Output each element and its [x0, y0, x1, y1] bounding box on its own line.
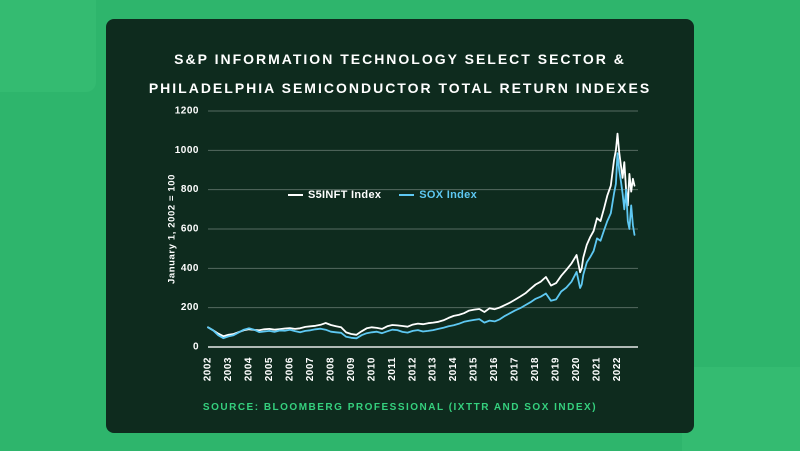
background-decor-bottom-right [682, 367, 800, 451]
x-tick-label: 2013 [428, 357, 439, 381]
x-tick-label: 2018 [530, 357, 541, 381]
legend-item-sox: SOX Index [399, 189, 477, 201]
x-tick-label: 2009 [346, 357, 357, 381]
y-tick-label: 1000 [175, 144, 199, 155]
x-tick-label: 2011 [387, 357, 398, 381]
x-tick-label: 2007 [305, 357, 316, 381]
s5inft-line-swatch-icon [288, 193, 303, 196]
x-tick-label: 2010 [366, 357, 377, 381]
x-tick-label: 2020 [571, 357, 582, 381]
legend-item-s5inft: S5INFT Index [288, 189, 381, 201]
x-tick-label: 2016 [489, 357, 500, 381]
y-axis-label: January 1, 2002 = 100 [167, 173, 178, 283]
x-tick-label: 2017 [510, 357, 521, 381]
series-line-sox-index [207, 151, 636, 339]
y-tick-label: 600 [181, 223, 199, 234]
background-decor-top-left [0, 0, 96, 92]
chart-title-line2: PHILADELPHIA SEMICONDUCTOR TOTAL RETURN … [148, 79, 652, 96]
y-tick-label: 1200 [175, 105, 199, 116]
y-tick-label: 200 [181, 302, 199, 313]
x-tick-label: 2012 [407, 357, 418, 381]
chart-title-line1: S&P INFORMATION TECHNOLOGY SELECT SECTOR… [174, 50, 626, 67]
chart-title: S&P INFORMATION TECHNOLOGY SELECT SECTOR… [106, 45, 694, 103]
x-tick-label: 2006 [284, 357, 295, 381]
x-tick-label: 2019 [551, 357, 562, 381]
y-tick-label: 0 [193, 341, 199, 352]
legend-label-s5inft: S5INFT Index [308, 188, 382, 201]
sox-line-swatch-icon [399, 193, 415, 196]
chart-area: January 1, 2002 = 100 0 200 400 600 800 1000 1… [164, 103, 644, 415]
x-tick-label: 2015 [469, 357, 480, 381]
chart-card: S&P INFORMATION TECHNOLOGY SELECT SECTOR… [106, 18, 694, 433]
line-chart: January 1, 2002 = 100 0 200 400 600 800 1000 1… [167, 105, 638, 381]
y-tick-label: 400 [181, 262, 199, 273]
source-note: SOURCE: BLOOMBERG PROFESSIONAL (IXTTR AN… [202, 401, 598, 413]
y-tick-label: 800 [181, 184, 199, 195]
x-tick-label: 2008 [325, 357, 336, 381]
x-tick-label: 2003 [223, 357, 234, 381]
x-tick-label: 2002 [203, 357, 214, 381]
series-line-s5inft-index [207, 132, 636, 337]
x-tick-label: 2022 [612, 357, 623, 381]
legend: S5INFT Index SOX Index [288, 189, 477, 201]
x-tick-label: 2005 [264, 357, 275, 381]
x-tick-label: 2004 [243, 357, 254, 381]
legend-label-sox: SOX Index [419, 188, 477, 201]
x-tick-label: 2014 [448, 357, 459, 381]
x-tick-label: 2021 [592, 357, 603, 381]
